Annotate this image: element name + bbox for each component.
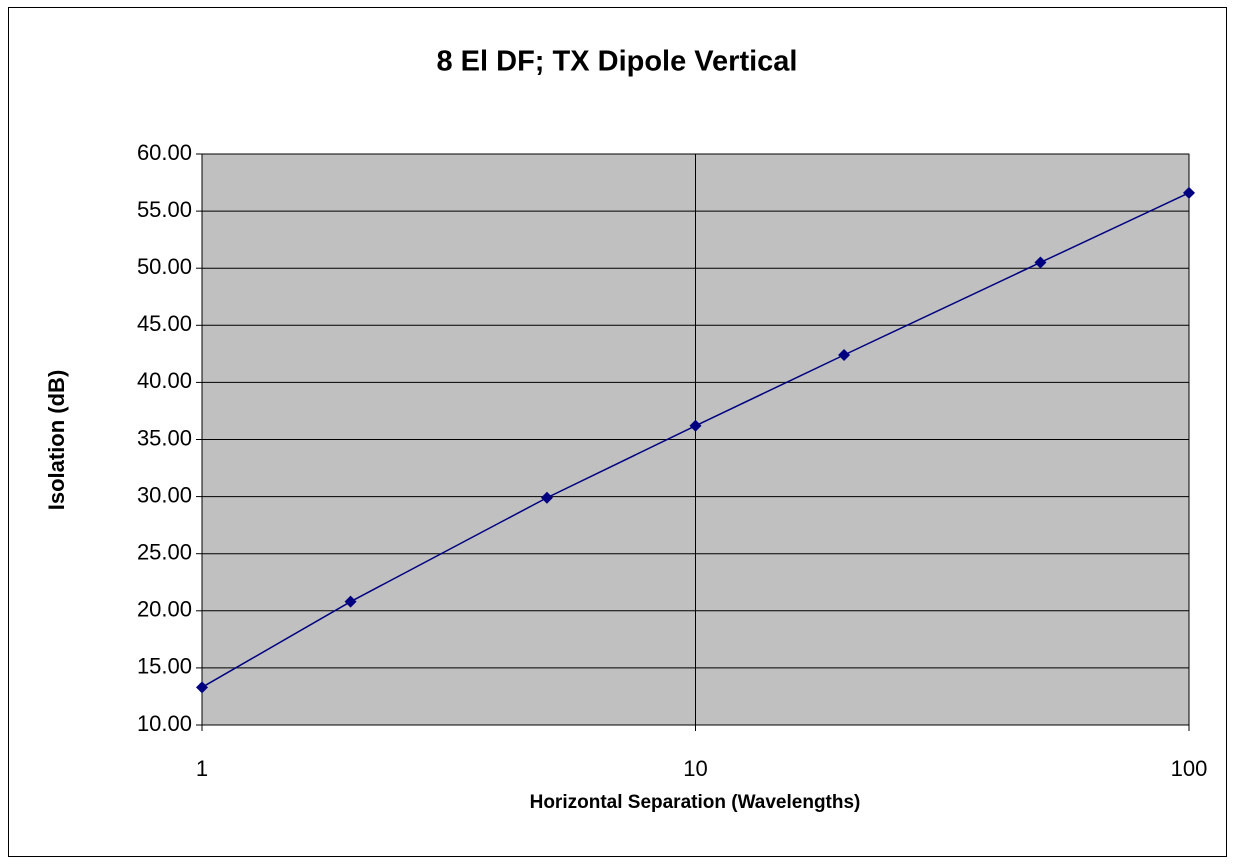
data-point [689,419,702,432]
y-tick-label: 30.00 [137,482,192,507]
y-tick-label: 10.00 [137,711,192,736]
y-tick-label: 35.00 [137,425,192,450]
y-tick-label: 50.00 [137,254,192,279]
y-tick-label: 55.00 [137,197,192,222]
y-tick-label: 40.00 [137,368,192,393]
chart-title: 8 El DF; TX Dipole Vertical [437,46,798,78]
y-tick-label: 45.00 [137,311,192,336]
data-point [344,595,357,608]
y-tick-label: 25.00 [137,540,192,565]
data-point [1034,256,1047,269]
data-point [1183,186,1195,199]
data-point [540,491,553,504]
y-tick-label: 60.00 [137,140,192,165]
y-tick-label: 20.00 [137,597,192,622]
x-axis-label: Horizontal Separation (Wavelengths) [530,792,861,813]
data-point [838,348,851,361]
x-tick-label: 100 [1171,756,1208,781]
x-tick-label: 10 [683,756,707,781]
data-point [196,681,208,694]
y-tick-label: 15.00 [137,654,192,679]
x-tick-label: 1 [196,756,208,781]
y-axis-label: Isolation (dB) [44,370,69,511]
